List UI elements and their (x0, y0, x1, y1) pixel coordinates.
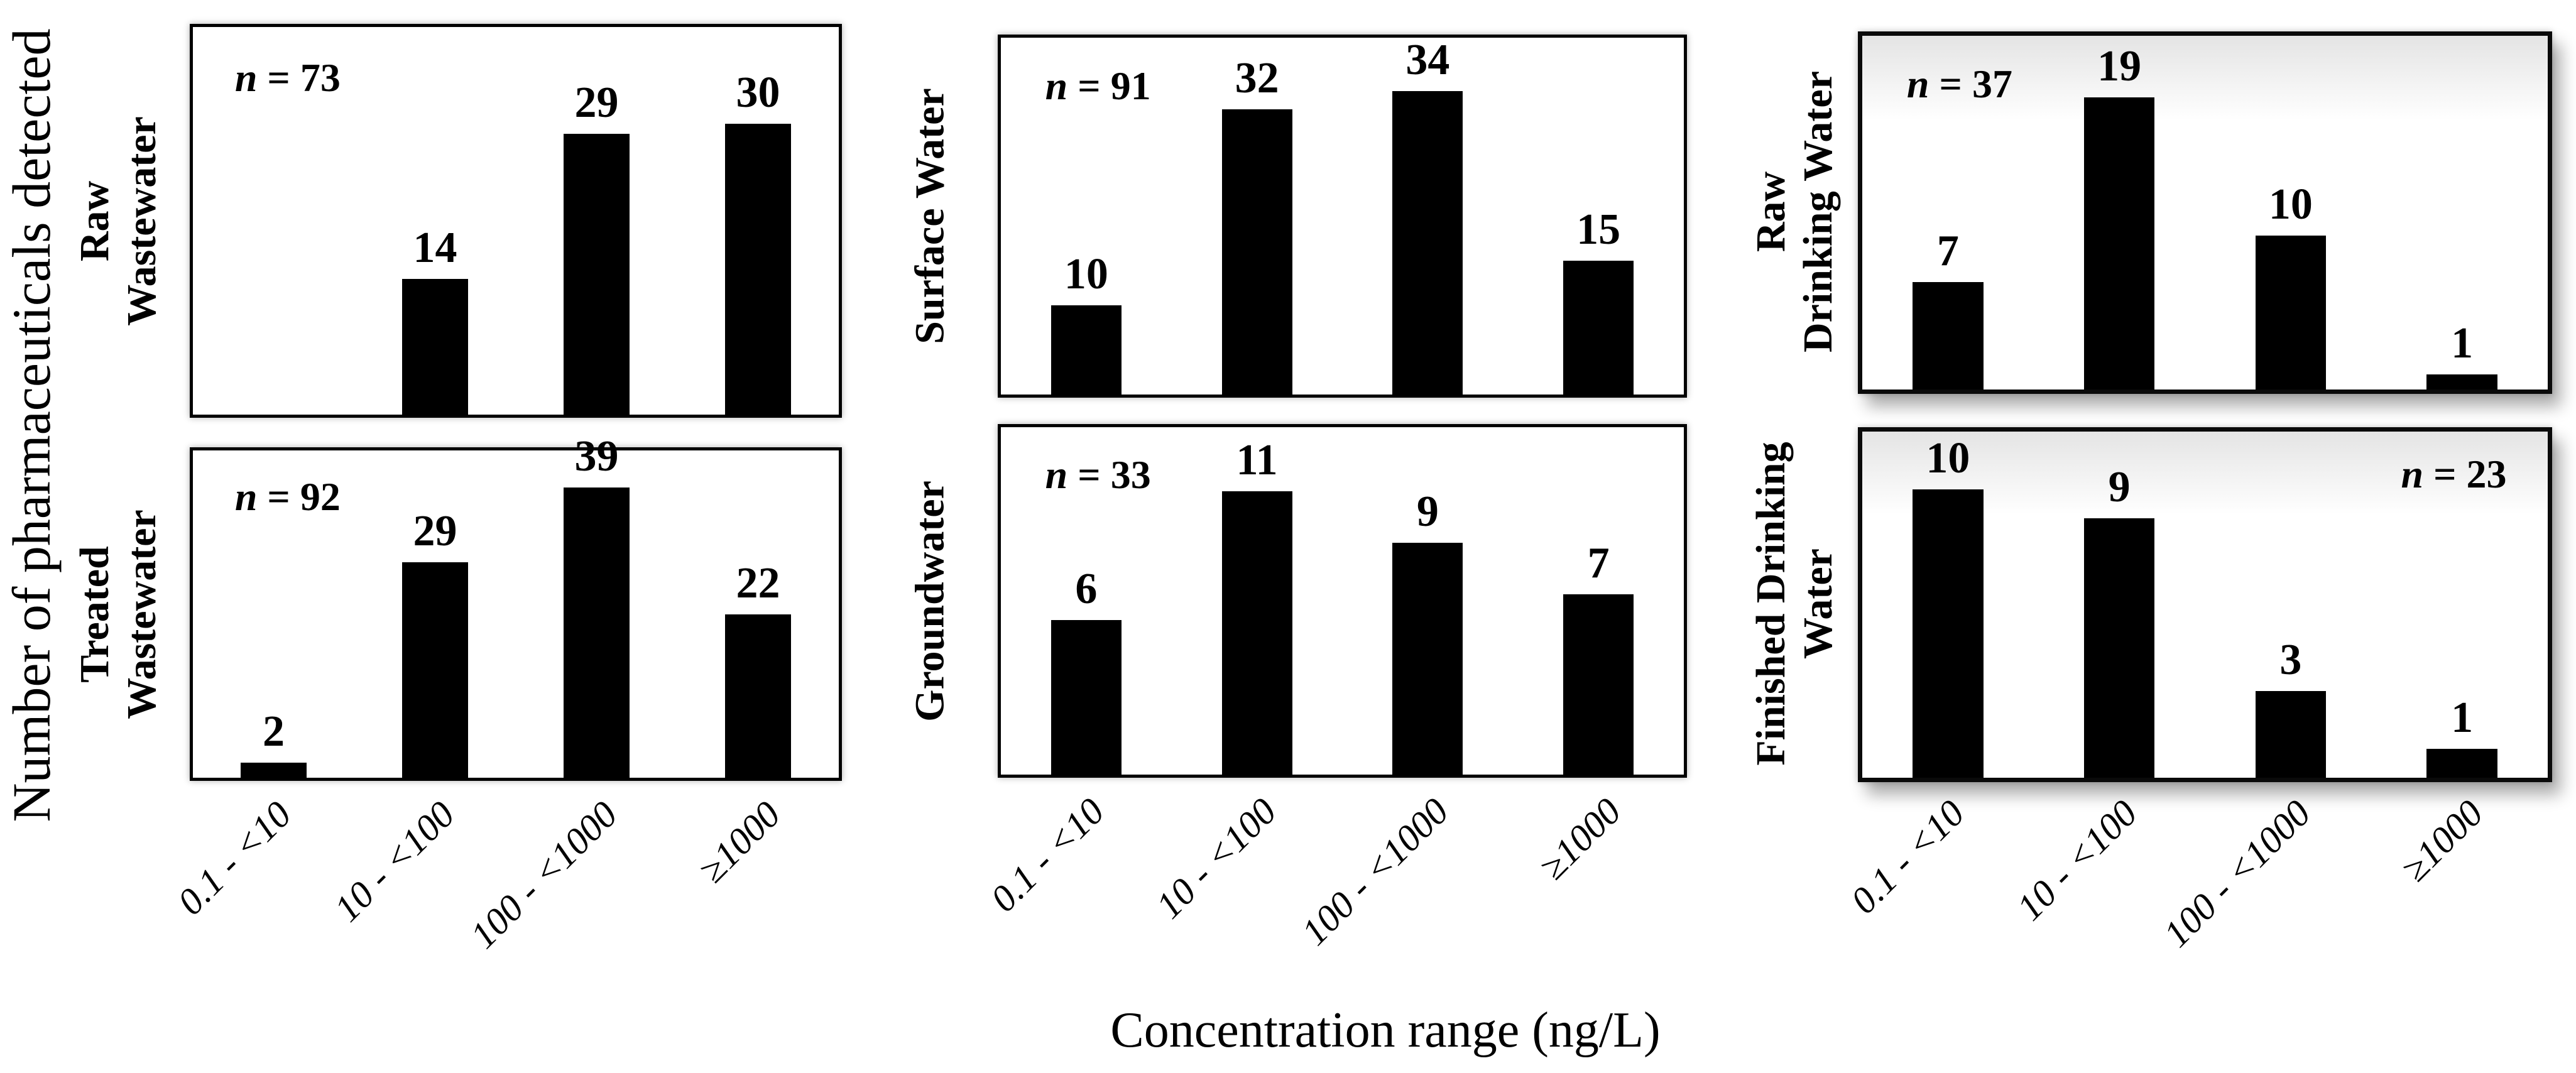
bar-value-label: 3 (2279, 636, 2302, 685)
bar-value-label: 6 (1075, 565, 1098, 614)
bar-raw-drinking-water-3 (2426, 374, 2497, 389)
bar-value-label: 9 (1416, 487, 1439, 536)
bar-treated-wastewater-1 (401, 562, 469, 778)
bar-value-label: 22 (736, 558, 780, 607)
row-label-line: Wastewater (119, 509, 165, 719)
bar-value-label: 32 (1235, 53, 1279, 102)
sample-count-label: n = 91 (1045, 63, 1151, 109)
x-tick-label: 10 - <100 (1148, 790, 1284, 927)
x-tick-label: 100 - <1000 (2155, 792, 2318, 956)
panel-groundwater: n = 33 6 11 9 7 (998, 424, 1687, 778)
bar-surface-water-2 (1392, 91, 1463, 395)
x-tick-label: ≥1000 (2394, 792, 2491, 890)
bar-surface-water-0 (1051, 305, 1122, 395)
bar-value-label: 1 (2451, 694, 2474, 743)
x-tick-label: 0.1 - <10 (1843, 792, 1973, 922)
row-label-line: Wastewater (119, 116, 165, 326)
x-tick-label: 0.1 - <10 (170, 793, 300, 923)
n-symbol: n (1906, 62, 1929, 107)
row-label-line: Groundwater (907, 480, 953, 722)
n-symbol: n (234, 474, 258, 519)
bar-treated-wastewater-2 (563, 487, 630, 778)
x-tick-label: 100 - <1000 (462, 793, 626, 957)
bar-value-label: 30 (736, 68, 780, 117)
bar-value-label: 14 (413, 224, 457, 273)
y-axis-title: Number of pharmaceuticals detected (1, 28, 62, 822)
panel-raw-drinking-water: n = 37 7 19 10 1 (1858, 31, 2552, 394)
n-symbol: n (1045, 452, 1068, 498)
row-label-raw-drinking-water: Raw Drinking Water (1747, 71, 1842, 352)
sample-count-label: n = 33 (1045, 452, 1151, 498)
bar-value-label: 1 (2451, 319, 2474, 368)
n-symbol: n (1045, 63, 1068, 109)
row-label-surface-water: Surface Water (906, 88, 953, 344)
sample-count-label: n = 23 (2401, 451, 2507, 496)
x-tick-label: ≥1000 (1531, 790, 1629, 888)
bar-groundwater-1 (1221, 491, 1292, 775)
bar-value-label: 34 (1405, 36, 1450, 85)
bar-value-label: 10 (2268, 180, 2313, 229)
row-label-line: Drinking Water (1795, 70, 1841, 352)
panel-treated-wastewater: n = 92 2 29 39 22 (190, 435, 842, 781)
bar-raw-drinking-water-2 (2255, 236, 2327, 389)
bar-groundwater-2 (1392, 543, 1463, 775)
bar-surface-water-1 (1221, 109, 1292, 395)
bar-value-label: 7 (1936, 226, 1959, 275)
bar-treated-wastewater-0 (240, 763, 307, 778)
bar-raw-wastewater-1 (401, 279, 469, 415)
bar-value-label: 29 (574, 78, 619, 127)
x-tick-label: 10 - <100 (2009, 792, 2146, 929)
bar-groundwater-3 (1563, 594, 1634, 775)
row-label-treated-wastewater: Treated Wastewater (71, 509, 165, 719)
bar-raw-drinking-water-1 (2083, 97, 2155, 389)
bar-surface-water-3 (1563, 261, 1634, 395)
row-label-groundwater: Groundwater (906, 481, 953, 722)
panel-raw-wastewater: n = 73 14 29 30 (190, 24, 842, 418)
bar-finished-drinking-water-1 (2083, 518, 2155, 778)
bar-value-label: 29 (413, 506, 457, 555)
panel-finished-drinking-water: n = 23 10 9 3 1 (1858, 427, 2552, 782)
bar-finished-drinking-water-2 (2255, 691, 2327, 778)
row-label-line: Water (1795, 548, 1841, 659)
row-label-line: Surface Water (907, 88, 953, 344)
bar-value-label: 7 (1587, 539, 1610, 588)
bar-raw-wastewater-2 (563, 133, 630, 415)
x-tick-label: 10 - <100 (326, 793, 462, 930)
sample-count-label: n = 73 (234, 55, 341, 101)
x-tick-label: 0.1 - <10 (982, 790, 1112, 920)
x-tick-label: 100 - <1000 (1294, 790, 1457, 954)
bar-groundwater-0 (1051, 620, 1122, 775)
x-axis-title: Concentration range (ng/L) (1110, 1003, 1661, 1058)
n-symbol: n (2401, 451, 2424, 496)
bar-finished-drinking-water-3 (2426, 749, 2497, 778)
bar-value-label: 11 (1236, 436, 1278, 485)
bar-value-label: 10 (1926, 433, 1970, 482)
row-label-line: Finished Drinking (1747, 441, 1794, 766)
bar-value-label: 9 (2108, 462, 2131, 511)
bar-value-label: 19 (2097, 41, 2142, 90)
row-label-line: Raw (71, 180, 117, 261)
row-label-raw-wastewater: Raw Wastewater (71, 116, 165, 326)
row-label-line: Raw (1747, 171, 1794, 252)
bar-raw-drinking-water-0 (1913, 281, 1984, 389)
bar-treated-wastewater-3 (724, 614, 792, 778)
sample-count-label: n = 92 (234, 474, 341, 519)
bar-value-label: 39 (574, 432, 619, 481)
bar-value-label: 2 (263, 707, 285, 756)
bar-finished-drinking-water-0 (1913, 489, 1984, 778)
bar-raw-wastewater-3 (724, 124, 792, 415)
x-tick-label: ≥1000 (690, 793, 789, 891)
bar-value-label: 10 (1064, 250, 1108, 298)
n-symbol: n (234, 55, 258, 101)
panel-surface-water: n = 91 10 32 34 15 (998, 35, 1687, 398)
row-label-line: Treated (71, 545, 117, 683)
sample-count-label: n = 37 (1906, 62, 2012, 107)
row-label-finished-drinking-water: Finished Drinking Water (1747, 442, 1842, 765)
bar-value-label: 15 (1576, 205, 1621, 254)
